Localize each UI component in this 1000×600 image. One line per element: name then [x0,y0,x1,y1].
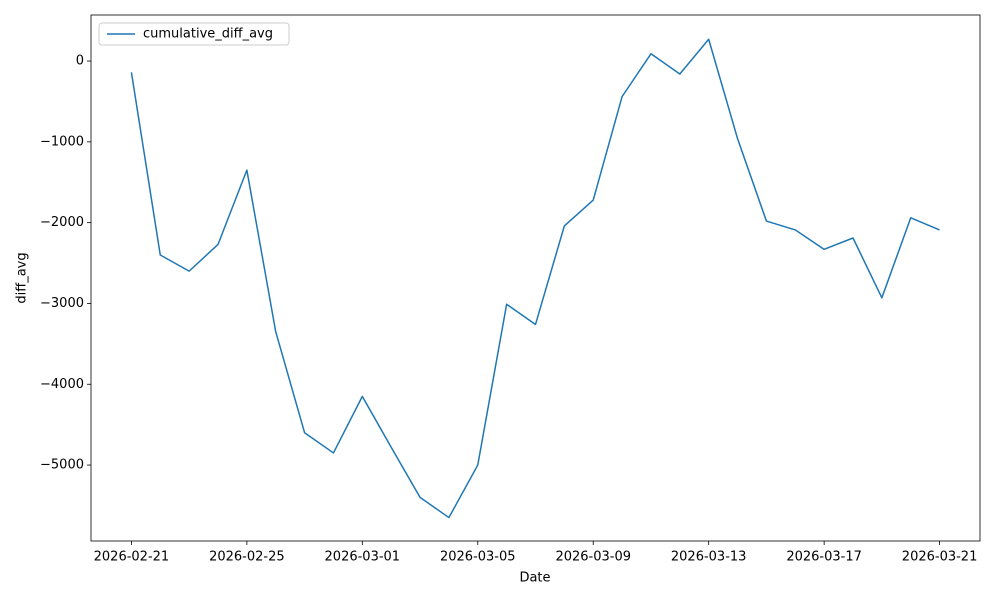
line-series [130,38,940,519]
x-tick-label: 2026-03-05 [440,550,516,565]
x-tick-label: 2026-03-09 [555,550,631,565]
x-tick-label: 2026-02-25 [209,550,285,565]
y-axis-label: diff_avg [15,252,30,303]
legend-box [98,22,290,46]
legend-label: cumulative_diff_avg [143,27,273,42]
y-tick-label: 0 [76,54,84,69]
x-axis-label: Date [519,571,550,586]
x-tick-label: 2026-02-21 [94,550,170,565]
y-tick-label: −1000 [40,134,84,149]
y-tick-label: −2000 [40,215,84,230]
axes-frame [90,14,981,542]
y-tick-label: −4000 [40,377,84,392]
x-tick-label: 2026-03-21 [902,550,978,565]
y-tick-label: −5000 [40,458,84,473]
x-tick-label: 2026-03-17 [786,550,862,565]
y-tick-label: −3000 [40,296,84,311]
x-tick-label: 2026-03-01 [325,550,401,565]
x-tick-label: 2026-03-13 [671,550,747,565]
